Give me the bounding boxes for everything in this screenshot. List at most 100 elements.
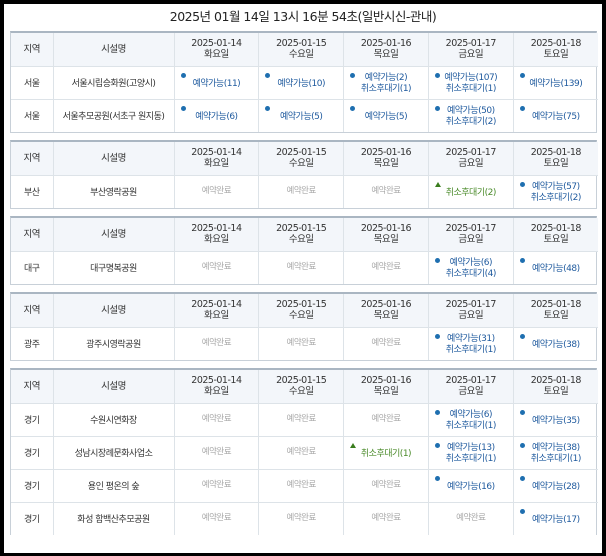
- available-link[interactable]: 예약가능(75): [532, 111, 580, 122]
- available-link[interactable]: 예약가능(38): [532, 443, 580, 453]
- available-link[interactable]: 예약가능(57): [532, 182, 580, 193]
- slot-cell-avail[interactable]: 예약가능(11): [174, 66, 260, 100]
- available-link[interactable]: 예약가능(10): [277, 78, 325, 89]
- waitlist-link[interactable]: 취소후대기(1): [360, 448, 412, 459]
- status-text: 예약완료: [286, 513, 317, 524]
- header-region: 지역: [11, 370, 54, 404]
- slot-cell-done: 예약완료: [343, 175, 429, 208]
- available-link[interactable]: 예약가능(11): [192, 78, 241, 89]
- header-row: 지역 시설명 2025-01-14 화요일 2025-01-15 수요일 2025-01-1…: [11, 33, 598, 67]
- slot-cell-avail[interactable]: 예약가능(75): [513, 99, 598, 132]
- header-weekday: 수요일: [288, 310, 314, 322]
- header-day: 2025-01-16 목요일: [343, 33, 429, 67]
- status-text: 예약완료: [201, 186, 232, 197]
- status-text: 예약완료: [201, 262, 232, 273]
- header-day: 2025-01-17 금요일: [428, 294, 514, 328]
- table-row: 대구 대구명복공원 예약완료 예약완료 예약완료 예약가능(6) 취소후대기(4) 예약가능(…: [11, 251, 598, 284]
- slot-cell-avail[interactable]: 예약가능(38) 취소후대기(1): [513, 436, 598, 470]
- waitlist-link[interactable]: 취소후대기(4): [445, 269, 497, 280]
- slot-cell-avail[interactable]: 예약가능(48): [513, 251, 598, 284]
- available-link[interactable]: 예약가능(38): [532, 339, 580, 350]
- available-link[interactable]: 예약가능(17): [532, 514, 580, 525]
- slot-cell-avail[interactable]: 예약가능(17): [513, 502, 598, 535]
- available-link[interactable]: 예약가능(50): [446, 106, 495, 117]
- slot-cell-done: 예약완료: [343, 469, 429, 503]
- available-link[interactable]: 예약가능(6): [195, 111, 238, 122]
- slot-cell-avail[interactable]: 예약가능(50) 취소후대기(2): [428, 99, 514, 132]
- slot-cell-avail[interactable]: 예약가능(35): [513, 403, 598, 437]
- header-region: 지역: [11, 33, 54, 67]
- slot-cell-avail[interactable]: 예약가능(6) 취소후대기(4): [428, 251, 514, 284]
- slot-cell-avail[interactable]: 예약가능(57) 취소후대기(2): [513, 175, 598, 208]
- slot-cell-avail[interactable]: 예약가능(10): [258, 66, 345, 100]
- waitlist-link[interactable]: 취소후대기(2): [530, 193, 582, 204]
- slot-cell-wait[interactable]: 취소후대기(2): [428, 175, 514, 208]
- header-day: 2025-01-18 토요일: [513, 370, 598, 404]
- available-link[interactable]: 예약가능(6): [449, 410, 493, 420]
- header-day: 2025-01-18 토요일: [513, 142, 598, 176]
- status-text: 예약완료: [286, 186, 317, 197]
- available-link[interactable]: 예약가능(2): [364, 73, 408, 83]
- available-link[interactable]: 예약가능(28): [532, 481, 580, 492]
- header-date: 2025-01-15: [276, 38, 327, 50]
- slot-cell-done: 예약완료: [174, 436, 260, 470]
- table-row: 부산 부산영락공원 예약완료 예약완료 예약완료 취소후대기(2) 예약가능(57) 취소후대…: [11, 175, 598, 208]
- slot-cell-done: 예약완료: [258, 502, 345, 535]
- available-link[interactable]: 예약가능(31): [446, 334, 495, 345]
- header-row: 지역 시설명 2025-01-14 화요일 2025-01-15 수요일 2025-01-1…: [11, 142, 598, 176]
- available-link[interactable]: 예약가능(35): [532, 415, 580, 426]
- header-date: 2025-01-17: [445, 147, 497, 159]
- facility-name: 성남시장례문화사업소: [53, 436, 175, 470]
- available-dot-icon: [519, 72, 525, 78]
- header-row: 지역 시설명 2025-01-14 화요일 2025-01-15 수요일 2025-01-1…: [11, 218, 598, 252]
- slot-cell-avail[interactable]: 예약가능(2) 취소후대기(1): [343, 66, 429, 100]
- header-day: 2025-01-18 토요일: [513, 218, 598, 252]
- waitlist-link[interactable]: 취소후대기(1): [445, 345, 497, 356]
- waitlist-link[interactable]: 취소후대기(1): [445, 454, 497, 464]
- header-facility: 시설명: [53, 370, 175, 404]
- waitlist-link[interactable]: 취소후대기(1): [445, 421, 497, 431]
- slot-cell-avail[interactable]: 예약가능(38): [513, 327, 598, 360]
- slot-cell-done: 예약완료: [174, 502, 260, 535]
- header-day: 2025-01-16 목요일: [343, 294, 429, 328]
- slot-cell-avail[interactable]: 예약가능(6): [174, 99, 260, 132]
- available-link[interactable]: 예약가능(107): [444, 73, 498, 83]
- available-link[interactable]: 예약가능(6): [449, 258, 493, 269]
- slot-cell-avail[interactable]: 예약가능(6) 취소후대기(1): [428, 403, 514, 437]
- slot-cell-done: 예약완료: [343, 502, 429, 535]
- slot-cell-avail[interactable]: 예약가능(5): [343, 99, 429, 132]
- waitlist-link[interactable]: 취소후대기(1): [445, 84, 497, 94]
- header-weekday: 목요일: [373, 234, 399, 246]
- available-link[interactable]: 예약가능(48): [532, 263, 580, 274]
- available-link[interactable]: 예약가능(5): [280, 111, 323, 122]
- header-weekday: 수요일: [288, 234, 314, 246]
- available-link[interactable]: 예약가능(13): [446, 443, 495, 453]
- header-date: 2025-01-14: [191, 375, 242, 387]
- status-text: 예약완료: [286, 262, 317, 273]
- header-day: 2025-01-17 금요일: [428, 218, 514, 252]
- slot-cell-avail[interactable]: 예약가능(107) 취소후대기(1): [428, 66, 514, 100]
- header-weekday: 토요일: [543, 310, 569, 322]
- available-link[interactable]: 예약가능(139): [529, 78, 583, 89]
- waitlist-link[interactable]: 취소후대기(2): [445, 117, 497, 128]
- header-date: 2025-01-16: [360, 38, 412, 50]
- slot-cell-avail[interactable]: 예약가능(28): [513, 469, 598, 503]
- header-weekday: 수요일: [288, 158, 314, 170]
- header-weekday: 목요일: [373, 158, 399, 170]
- slot-cell-avail[interactable]: 예약가능(31) 취소후대기(1): [428, 327, 514, 360]
- slot-cell-avail[interactable]: 예약가능(5): [258, 99, 345, 132]
- slot-cell-avail[interactable]: 예약가능(139): [513, 66, 598, 100]
- waitlist-link[interactable]: 취소후대기(1): [530, 454, 582, 464]
- available-link[interactable]: 예약가능(5): [364, 111, 408, 122]
- slot-cell-wait[interactable]: 취소후대기(1): [343, 436, 429, 470]
- waitlist-link[interactable]: 취소후대기(2): [445, 187, 497, 198]
- available-link[interactable]: 예약가능(16): [446, 481, 495, 492]
- status-text: 예약완료: [201, 414, 232, 424]
- slot-cell-done: 예약완료: [174, 469, 260, 503]
- region-table: 지역 시설명 2025-01-14 화요일 2025-01-15 수요일 2025-01-1…: [10, 368, 598, 535]
- facility-name: 서울시립승화원(고양시): [53, 66, 175, 100]
- header-day: 2025-01-15 수요일: [258, 370, 345, 404]
- slot-cell-avail[interactable]: 예약가능(16): [428, 469, 514, 503]
- slot-cell-avail[interactable]: 예약가능(13) 취소후대기(1): [428, 436, 514, 470]
- waitlist-link[interactable]: 취소후대기(1): [360, 84, 412, 94]
